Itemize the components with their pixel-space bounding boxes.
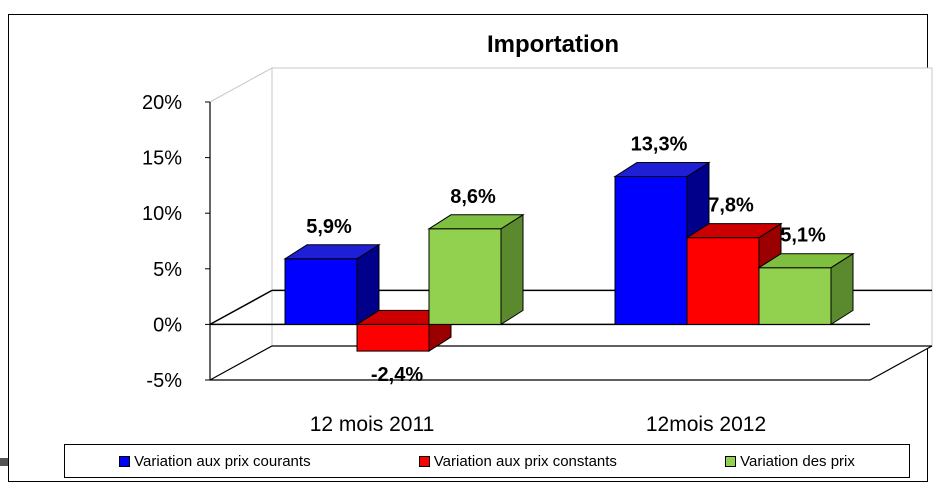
x-tick-label: 12 mois 2011 <box>310 413 435 436</box>
x-tick-label: 12mois 2012 <box>646 413 766 436</box>
legend-item: Variation aux prix courants <box>119 452 311 470</box>
left-edge-marker <box>0 458 8 466</box>
bar-top <box>283 244 381 260</box>
bar-2-1 <box>757 252 855 326</box>
floor <box>209 345 933 381</box>
legend-swatch <box>119 455 131 467</box>
bar-0-0 <box>283 243 381 326</box>
data-labels: 5,9% -2,4% 8,6% 13,3% 7,8% 5,1% <box>306 134 826 387</box>
y-tick-label: 20% <box>142 92 182 114</box>
data-label: 5,9% <box>306 216 352 238</box>
legend-swatch <box>418 455 430 467</box>
y-tick-label: 10% <box>142 203 182 225</box>
bars <box>283 161 855 352</box>
bar-front <box>614 176 688 325</box>
bar-top <box>427 214 525 230</box>
legend-item: Variation aux prix constants <box>418 452 617 470</box>
bar-front <box>356 323 430 352</box>
zero-line-side <box>209 289 273 326</box>
legend-label: Variation aux prix constants <box>433 452 617 470</box>
bar-top <box>757 253 855 269</box>
legend-swatch <box>725 455 737 467</box>
data-label: 5,1% <box>780 225 826 247</box>
x-axis-labels: 12 mois 2011 12mois 2012 <box>310 413 766 436</box>
bar-2-0 <box>427 213 525 326</box>
y-tick-label: -5% <box>146 370 182 392</box>
bar-front <box>284 258 358 325</box>
side-wall <box>209 67 273 381</box>
legend: Variation aux prix courants Variation aux… <box>64 444 910 478</box>
bar-front <box>758 267 832 325</box>
y-axis: -5% 0% 5% 10% 15% 20% <box>142 92 211 392</box>
legend-item: Variation des prix <box>725 453 855 470</box>
data-label: 13,3% <box>631 134 688 156</box>
data-label: 7,8% <box>708 195 754 217</box>
bar-front <box>686 237 760 325</box>
y-tick-label: 0% <box>153 314 182 336</box>
data-label: -2,4% <box>371 364 423 386</box>
bar-top <box>685 223 783 239</box>
bar-top <box>613 162 711 178</box>
bar-front <box>428 228 502 325</box>
legend-label: Variation aux prix courants <box>134 452 311 470</box>
legend-label: Variation des prix <box>740 452 855 470</box>
bar-side <box>500 213 524 326</box>
data-label: 8,6% <box>450 186 496 208</box>
chart-title: Importation <box>487 31 619 58</box>
y-tick-label: 5% <box>153 259 182 281</box>
y-tick-label: 15% <box>142 148 182 170</box>
